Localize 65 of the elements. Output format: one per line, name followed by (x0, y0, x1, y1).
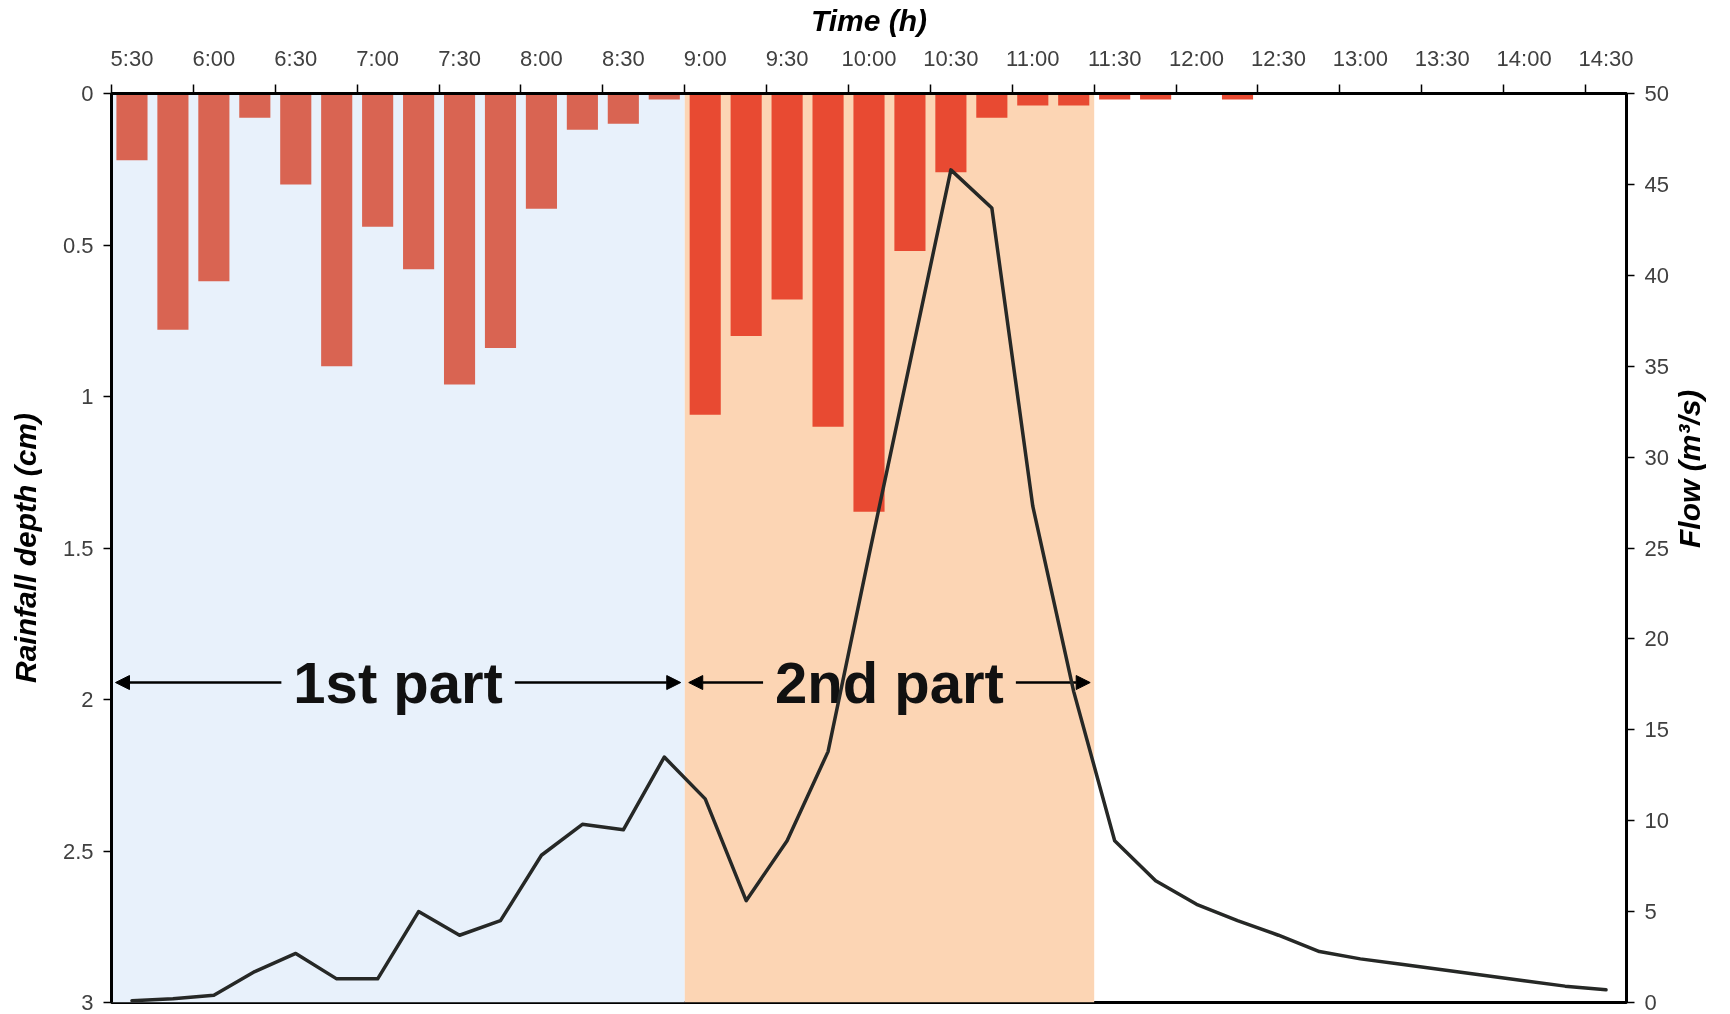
y-tick-label: 3 (81, 990, 94, 1014)
bar (157, 93, 189, 330)
y2-tick-label: 0 (1644, 990, 1657, 1014)
bar (1058, 93, 1090, 106)
x-tick-label: 11:00 (1006, 45, 1060, 71)
y-tick-label: 1 (81, 384, 94, 409)
y2-tick-label: 10 (1644, 808, 1669, 834)
y-tick-label: 2 (81, 687, 94, 712)
y2-tick-label: 30 (1644, 444, 1669, 470)
y2-tick-label: 15 (1644, 717, 1669, 743)
bar (566, 93, 598, 130)
x-tick-label: 8:30 (601, 45, 645, 71)
y-axis-title: Rainfall depth (cm) (8, 412, 42, 684)
bar (321, 93, 353, 367)
x-tick-label: 10:00 (841, 45, 897, 71)
x-tick-label: 9:30 (765, 45, 809, 71)
bar (525, 93, 557, 209)
x-tick-label: 12:00 (1169, 45, 1225, 71)
bar (894, 93, 926, 252)
x-tick-label: 14:00 (1496, 45, 1552, 71)
y2-tick-label: 45 (1644, 171, 1669, 197)
bar (239, 93, 271, 118)
x-tick-label: 14:30 (1578, 45, 1634, 71)
x-tick-label: 9:00 (683, 45, 727, 71)
y-tick-label: 0.5 (62, 232, 94, 258)
x-tick-label: 8:00 (520, 45, 563, 71)
y2-tick-label: 5 (1644, 899, 1657, 925)
x-tick-label: 7:30 (438, 45, 481, 71)
y2-tick-label: 20 (1644, 626, 1669, 652)
bar (976, 93, 1008, 118)
bar (280, 93, 312, 185)
y2-tick-label: 40 (1644, 262, 1669, 288)
bar (484, 93, 517, 349)
bar (116, 93, 148, 161)
y2-tick-label: 50 (1644, 81, 1669, 106)
y-tick-label: 2.5 (62, 838, 94, 864)
bar (771, 93, 803, 300)
bar (198, 93, 230, 282)
x-tick-label: 5:30 (110, 45, 154, 71)
x-tick-label: 13:00 (1332, 45, 1388, 71)
bar (1017, 93, 1049, 106)
bar (935, 93, 967, 173)
y2-axis-title: Flow (m³/s) (1673, 389, 1707, 548)
bar (362, 93, 394, 227)
y2-tick-label: 25 (1644, 535, 1669, 561)
x-tick-label: 6:00 (192, 45, 236, 71)
bar (730, 93, 762, 336)
x-tick-label: 12:30 (1250, 45, 1306, 71)
x-tick-label: 10:30 (923, 45, 979, 71)
x-tick-label: 6:30 (274, 45, 318, 71)
bar (853, 93, 885, 512)
x-tick-label: 13:30 (1414, 45, 1470, 71)
x-tick-label: 7:00 (356, 45, 400, 71)
line-series (130, 168, 1608, 1003)
bar (812, 93, 844, 427)
band-label: 1st part (293, 650, 503, 716)
y-tick-label: 1.5 (62, 535, 94, 561)
bar (443, 93, 476, 385)
y2-tick-label: 35 (1644, 353, 1669, 379)
x-tick-label: 11:30 (1087, 45, 1142, 71)
x-axis-title: Time (h) (810, 3, 928, 37)
bar (403, 93, 435, 270)
y-tick-label: 0 (81, 81, 94, 106)
bar (689, 93, 721, 415)
bar (607, 93, 639, 124)
